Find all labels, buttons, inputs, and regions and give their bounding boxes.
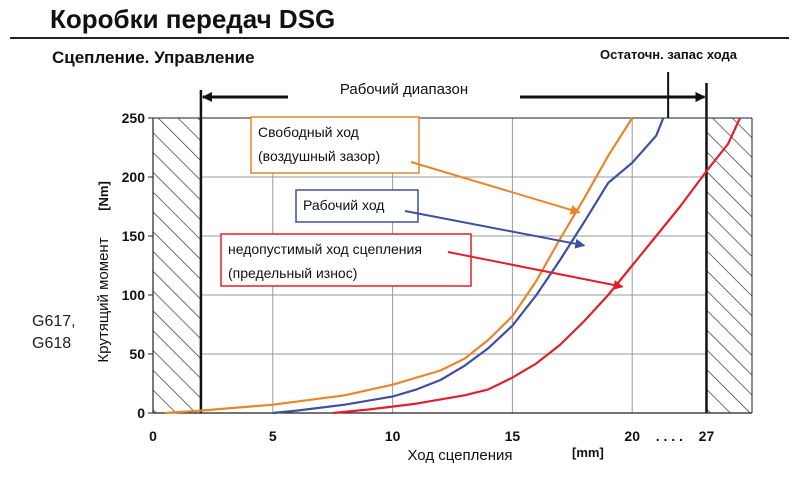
annotation-box-2 bbox=[295, 189, 419, 223]
x-axis-unit: [mm] bbox=[572, 445, 604, 460]
model-label-1: G617, bbox=[32, 313, 76, 330]
hatched-zone-left bbox=[153, 118, 201, 413]
series-line-2 bbox=[272, 117, 665, 415]
y-tick-label: 150 bbox=[122, 228, 146, 244]
series-line-1 bbox=[164, 117, 634, 415]
residual-reserve-label: Остаточн. запас хода bbox=[600, 47, 737, 62]
annotation-text-1-2: (воздушный зазор) bbox=[258, 148, 380, 164]
annotation-box-3 bbox=[220, 233, 472, 287]
x-axis-label: Ход сцепления bbox=[407, 447, 512, 464]
y-tick-label: 100 bbox=[122, 287, 146, 303]
annotation-text-3-1: недопустимый ход сцепления bbox=[228, 241, 422, 257]
annotation-arrow-2 bbox=[404, 210, 586, 249]
hatched-zone-right bbox=[706, 118, 752, 413]
series-line-3 bbox=[332, 117, 741, 415]
x-tick-label: 5 bbox=[269, 428, 277, 444]
y-tick-label: 250 bbox=[122, 110, 146, 126]
x-tick-ellipsis: . . . . bbox=[656, 428, 683, 444]
title-divider bbox=[10, 37, 789, 39]
annotation-text-3-2: (предельный износ) bbox=[228, 265, 357, 281]
annotation-text-1-1: Свободный ход bbox=[258, 124, 359, 140]
working-range-label: Рабочий диапазон bbox=[340, 81, 468, 98]
y-tick-label: 50 bbox=[129, 346, 145, 362]
y-tick-label: 0 bbox=[137, 405, 145, 421]
y-axis-unit: [Nm] bbox=[96, 181, 111, 211]
page-subtitle: Сцепление. Управление bbox=[52, 48, 255, 67]
x-tick-label: 20 bbox=[624, 428, 640, 444]
annotation-box-1 bbox=[250, 116, 420, 174]
x-tick-label: 27 bbox=[699, 428, 715, 444]
annotation-arrow-3 bbox=[447, 251, 624, 290]
x-tick-label: 0 bbox=[149, 428, 157, 444]
y-tick-label: 200 bbox=[122, 169, 146, 185]
x-tick-label: 15 bbox=[505, 428, 521, 444]
page-title: Коробки передач DSG bbox=[50, 4, 336, 34]
model-label-2: G618 bbox=[32, 335, 72, 352]
x-tick-label: 10 bbox=[385, 428, 401, 444]
annotation-arrow-1 bbox=[410, 161, 581, 215]
annotation-text-2-1: Рабочий ход bbox=[303, 197, 384, 213]
y-axis-label: Крутящий момент bbox=[95, 237, 112, 362]
